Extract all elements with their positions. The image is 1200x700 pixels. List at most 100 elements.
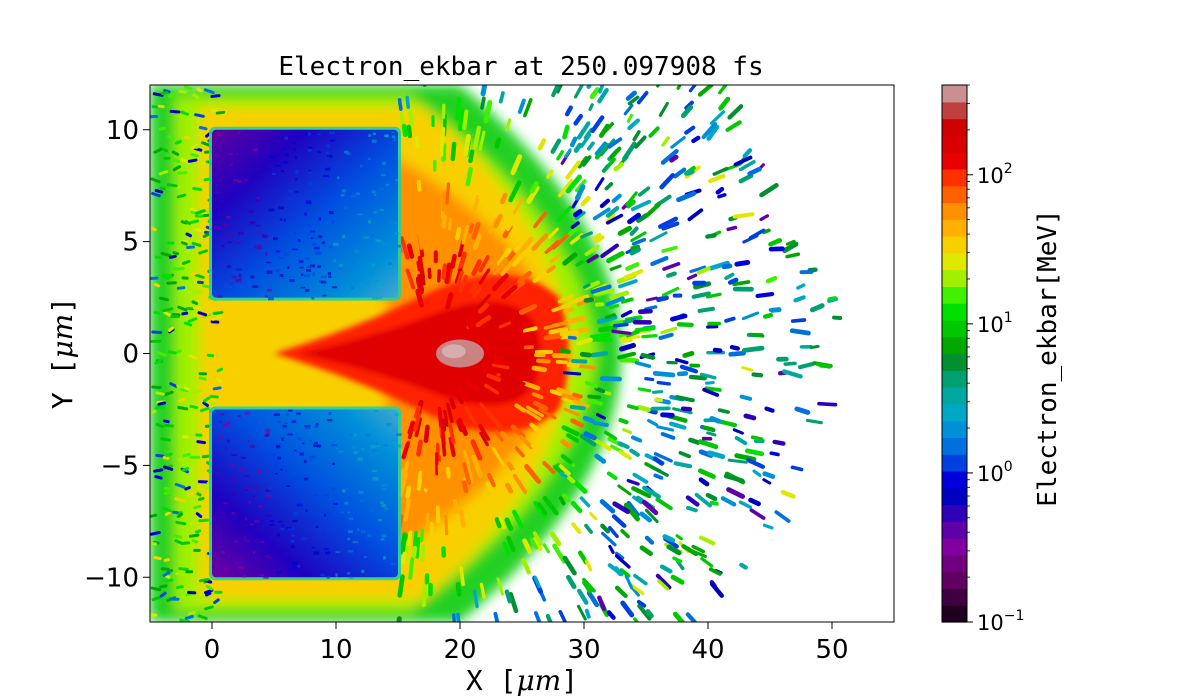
block-speckle: [384, 207, 391, 209]
particle: [641, 499, 659, 516]
particle: [590, 351, 609, 358]
streak: [427, 267, 432, 279]
block-speckle: [266, 234, 270, 238]
streak: [656, 295, 669, 303]
block-speckle: [260, 540, 265, 543]
block-speckle: [277, 520, 284, 523]
streak: [448, 397, 456, 410]
streak: [480, 85, 488, 97]
block-speckle: [375, 485, 378, 488]
streak: [477, 302, 490, 314]
particle: [724, 316, 736, 323]
particle: [559, 472, 568, 479]
particle: [600, 531, 617, 547]
fringe-bit: [200, 406, 210, 413]
streak: [421, 583, 427, 608]
particle: [685, 495, 700, 507]
fringe-bit: [167, 134, 175, 141]
streak: [706, 431, 717, 437]
y-axis-label: Y [μm]: [46, 297, 79, 409]
block-speckle: [235, 278, 242, 283]
block-speckle: [214, 558, 221, 561]
particle: [774, 510, 791, 523]
block-speckle: [244, 178, 249, 182]
block-speckle: [293, 231, 297, 235]
particle: [785, 239, 796, 246]
particle: [745, 448, 765, 457]
block-speckle: [222, 152, 225, 155]
streak: [561, 392, 581, 402]
particle: [659, 564, 673, 574]
block-speckle: [371, 263, 375, 267]
block-speckle: [243, 539, 250, 542]
jet-core-inner: [298, 301, 541, 406]
particle: [587, 394, 602, 400]
particle: [726, 225, 738, 232]
streak: [445, 402, 454, 424]
block-speckle: [323, 174, 329, 178]
block-speckle: [368, 435, 373, 439]
fringe-bit: [212, 310, 224, 315]
block-speckle: [332, 502, 338, 506]
block-speckle: [342, 489, 346, 493]
streak: [437, 406, 444, 428]
fringe-bit: [177, 406, 189, 411]
streak: [458, 389, 469, 403]
block-speckle: [320, 281, 327, 284]
colorbar-segment: [942, 588, 967, 606]
fringe-bit: [159, 296, 169, 302]
block-speckle: [252, 551, 256, 555]
streak: [441, 426, 446, 446]
fringe-bit: [200, 484, 211, 490]
colorbar-segment: [942, 286, 967, 304]
streak: [689, 265, 707, 274]
block-speckle: [381, 504, 387, 508]
particle: [563, 148, 572, 159]
block-speckle: [292, 566, 297, 569]
fringe-bit: [180, 110, 190, 116]
block-speckle: [313, 494, 319, 497]
block-speckle: [288, 568, 295, 572]
fringe-bit: [170, 265, 179, 271]
streak: [537, 138, 547, 151]
streak: [531, 365, 548, 373]
particle: [620, 309, 633, 318]
particle: [734, 436, 748, 446]
x-tick-label: 20: [443, 635, 476, 665]
fringe-bit: [183, 386, 190, 391]
particle: [748, 228, 766, 240]
fringe-bit: [154, 358, 163, 365]
particle: [762, 312, 774, 319]
streak: [708, 260, 730, 271]
streak: [442, 466, 448, 484]
particle: [574, 211, 586, 220]
block-speckle: [230, 492, 237, 496]
streak: [416, 226, 424, 250]
block-speckle: [293, 148, 296, 151]
fringe-bit: [190, 153, 199, 158]
block-speckle: [275, 250, 281, 253]
block-speckle: [243, 536, 247, 541]
streak: [471, 259, 482, 277]
streak: [525, 409, 542, 421]
fringe-bit: [215, 377, 223, 384]
streak: [623, 269, 644, 280]
colorbar-segment: [942, 470, 967, 489]
particle: [653, 473, 664, 480]
block-speckle: [316, 190, 321, 194]
streak: [556, 150, 564, 161]
streak: [704, 386, 722, 392]
block-speckle: [365, 283, 369, 286]
block-speckle: [264, 252, 268, 256]
streak: [506, 461, 516, 473]
streak: [414, 680, 415, 695]
block-speckle: [373, 211, 377, 214]
block-speckle: [255, 168, 262, 171]
particle: [569, 404, 586, 411]
particle: [738, 173, 754, 184]
block-speckle: [269, 523, 275, 526]
streak: [494, 137, 502, 149]
particle: [597, 595, 607, 611]
particle: [712, 347, 723, 353]
streak: [610, 319, 625, 327]
